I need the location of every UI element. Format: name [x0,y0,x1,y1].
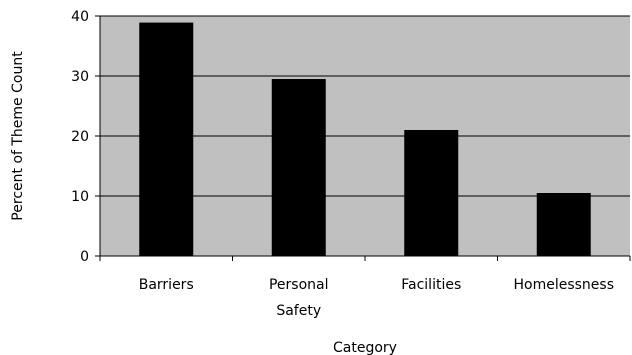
x-axis-category-labels: Barriers Personal Safety Facilities Homeless… [139,277,614,319]
bar-3 [536,193,591,256]
y-tick-label-0: 0 [80,249,89,265]
bar-2 [404,130,459,256]
bar-0 [139,22,194,256]
y-tick-label-10: 10 [71,189,89,205]
x-axis-title: Category [333,340,397,355]
x-category-label-2-0: Facilities [401,277,461,293]
y-axis-title: Percent of Theme Count [10,51,26,221]
y-tick-label-20: 20 [71,129,89,145]
x-category-label-1-1: Safety [276,303,321,319]
y-tick-label-40: 40 [71,9,89,25]
bar-1 [271,79,326,256]
x-category-label-0-0: Barriers [139,277,194,293]
x-category-label-1-0: Personal [269,277,329,293]
bars [139,22,591,256]
y-tick-label-30: 30 [71,69,89,85]
y-axis-ticks: 0 10 20 30 40 [71,9,100,265]
x-axis-ticks [99,256,631,261]
x-category-label-3-0: Homelessness [513,277,614,293]
